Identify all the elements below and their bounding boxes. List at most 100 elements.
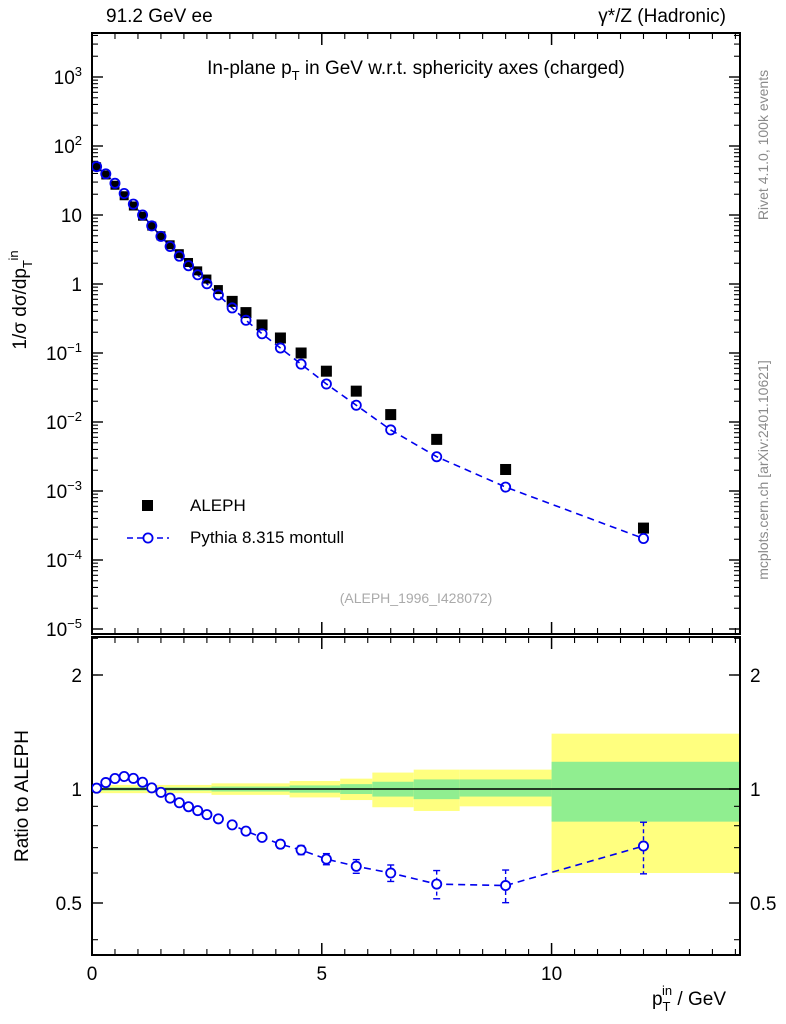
pythia-point [164,240,176,252]
main-ytick-label: 10−5 [46,616,82,641]
ratio-point [295,844,307,856]
aleph-point [128,201,138,211]
aleph-point [637,522,649,534]
pythia-point [192,269,204,281]
ratio-x-ticks [91,943,736,955]
pythia-point [100,168,112,180]
aleph-point [174,249,184,259]
aleph-point [184,257,194,267]
ratio-point [212,813,224,825]
pythia-point [201,278,213,290]
main-data [92,161,649,544]
aleph-point [156,231,166,241]
pythia-point [274,342,286,354]
pythia-point [109,177,121,189]
analysis-watermark: (ALEPH_1996_I428072) [340,590,493,606]
main-y-axis-label: 1/σ dσ/dpTin [6,250,35,349]
ratio-point [385,867,397,879]
ratio-point [164,792,176,804]
pythia-point [431,451,443,463]
legend-marker-pythia [142,532,154,544]
svg-text:1/σ dσ/dpTin: 1/σ dσ/dpTin [6,250,35,349]
aleph-point [119,191,129,201]
legend-label-pythia: Pythia 8.315 montull [190,528,344,547]
main-x-ticks [91,33,736,45]
x-tick-label: 0 [87,964,98,985]
ratio-point [109,772,121,784]
pythia-point [320,378,332,390]
pythia-point [127,198,139,210]
ratio-ytick-label-right: 0.5 [750,894,776,915]
ratio-point [274,838,286,850]
svg-text:mcplots.cern.ch [arXiv:2401.10: mcplots.cern.ch [arXiv:2401.10621] [755,360,771,579]
ratio-x-ticks [91,637,736,649]
x-tick-label: 10 [541,964,562,985]
svg-text:Rivet 4.1.0, 100k events: Rivet 4.1.0, 100k events [755,70,771,220]
aleph-point [138,211,148,221]
main-ytick-label: 103 [54,64,82,89]
band-inner [551,761,740,822]
svg-text:Ratio to ALEPH: Ratio to ALEPH [12,730,33,862]
ratio-point [256,831,268,843]
ratio-panel-frame [91,636,741,956]
pythia-point [118,187,130,199]
ratio-point [100,777,112,789]
aleph-point [431,433,443,445]
pythia-point [212,289,224,301]
ratio-ytick-label-left: 1 [71,780,82,801]
ratio-point [500,880,512,892]
aleph-point [110,180,120,190]
x-axis-label: pTin / GeV [652,983,726,1014]
pythia-point [350,399,362,411]
pythia-point [226,302,238,314]
ratio-point [92,782,103,794]
main-ytick-label: 1 [71,275,82,296]
aleph-point [320,365,332,377]
band-inner [459,779,552,797]
legend-marker-aleph [142,500,153,511]
main-panel-frame [91,32,741,635]
main-ytick-label: 102 [54,133,82,158]
ratio-point [226,819,238,831]
ratio-point [637,840,649,852]
aleph-point [240,307,252,319]
ratio-point [240,825,252,837]
pythia-point [173,250,185,262]
main-ytick-label: 10−1 [46,340,82,365]
aleph-point [226,295,238,307]
ratio-point [173,797,185,809]
pythia-point [155,230,167,242]
pythia-point [146,220,158,232]
aleph-point [385,409,397,421]
pythia-point [92,161,103,173]
pythia-point [256,328,268,340]
aleph-point [165,240,175,250]
pythia-point [500,481,512,493]
aleph-point [350,385,362,397]
ratio-point [155,786,167,798]
aleph-point [500,463,512,475]
aleph-point [92,162,102,172]
ratio-point [320,853,332,865]
pythia-point [295,358,307,370]
legend: ALEPH Pythia 8.315 montull [127,496,344,547]
x-tick-label: 5 [316,964,327,985]
ratio-data [92,770,649,904]
ratio-point [118,770,130,782]
aleph-point [295,347,307,359]
aleph-point [274,332,286,344]
header-process: γ*/Z (Hadronic) [598,6,726,27]
ratio-point [183,801,195,813]
header-beam-energy: 91.2 GeV ee [106,6,213,27]
aleph-point [101,170,111,180]
side-label-rivet: Rivet 4.1.0, 100k events [755,70,771,220]
ratio-ytick-label-left: 2 [71,666,82,687]
ratio-point [201,809,213,821]
ratio-point [350,860,362,872]
ratio-point [431,878,443,890]
aleph-point [256,319,268,331]
ratio-y-axis-label: Ratio to ALEPH [12,730,33,862]
main-ytick-label: 10−3 [46,478,82,503]
